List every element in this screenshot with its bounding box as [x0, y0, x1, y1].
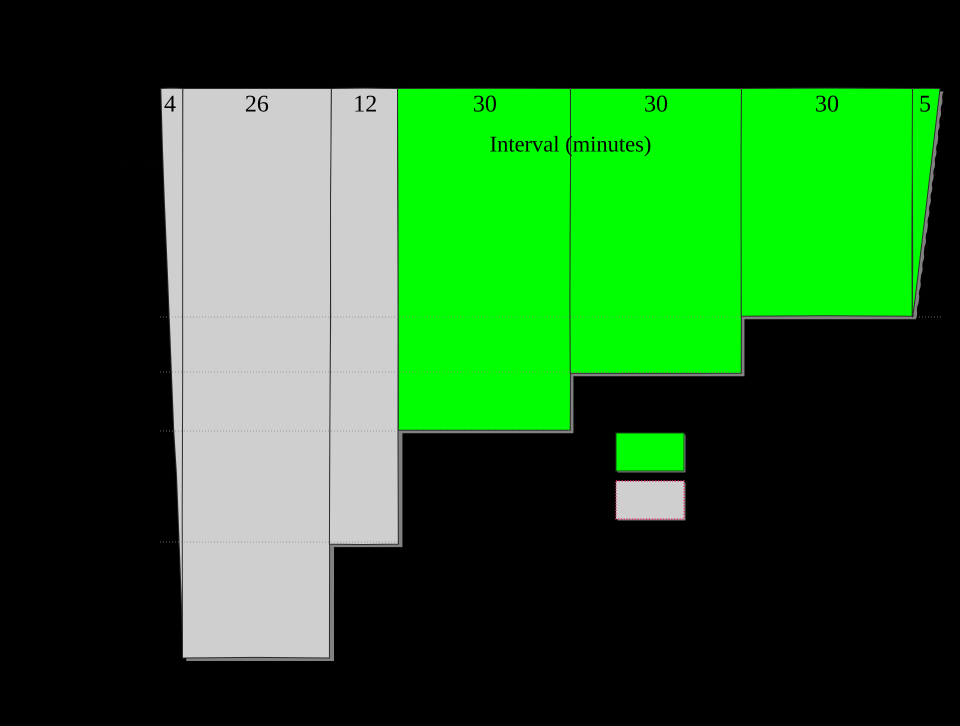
- svg-text:4: 4: [164, 92, 176, 118]
- svg-text:26: 26: [245, 92, 269, 118]
- svg-text:30: 30: [473, 92, 497, 118]
- svg-text:5: 5: [919, 92, 931, 118]
- svg-text:30: 30: [644, 92, 668, 118]
- svg-text:Interval (minutes): Interval (minutes): [490, 132, 652, 157]
- svg-text:30: 30: [815, 92, 839, 118]
- svg-text:12: 12: [353, 92, 377, 118]
